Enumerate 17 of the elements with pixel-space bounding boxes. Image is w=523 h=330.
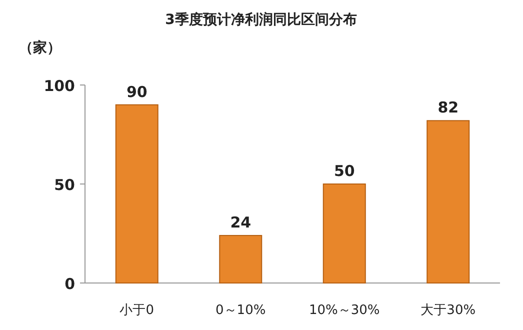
y-tick-label: 100 xyxy=(44,77,75,95)
y-tick-label: 50 xyxy=(54,176,75,194)
bar xyxy=(219,234,262,284)
bar xyxy=(115,104,158,284)
y-axis-title: （家） xyxy=(19,39,61,56)
bar xyxy=(426,120,470,284)
chart-title: 3季度预计净利润同比区间分布 xyxy=(165,11,357,28)
x-tick-label: 10%～30% xyxy=(308,303,380,318)
data-label: 24 xyxy=(230,213,252,232)
data-label: 50 xyxy=(334,162,355,180)
x-tick-label: 0～10% xyxy=(216,303,266,318)
x-tick-label: 小于0 xyxy=(120,303,154,318)
bar xyxy=(322,184,366,284)
data-label: 90 xyxy=(126,82,148,101)
data-label: 82 xyxy=(438,98,459,117)
x-tick-label: 大于30% xyxy=(420,303,476,318)
y-tick-label: 0 xyxy=(64,275,75,293)
